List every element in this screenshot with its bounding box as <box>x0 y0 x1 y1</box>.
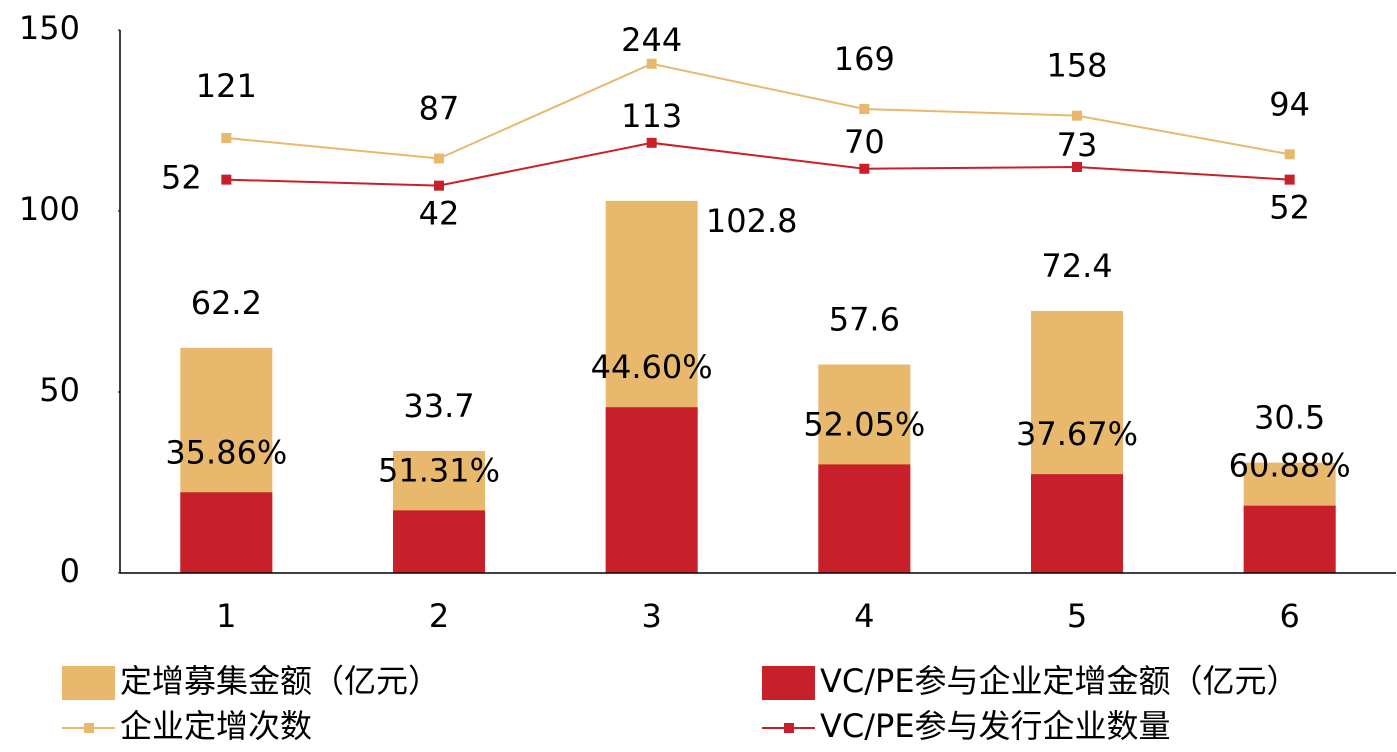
point <box>646 137 657 148</box>
legend-swatch <box>84 723 94 733</box>
value-label: 169 <box>834 40 895 78</box>
value-label: 87 <box>419 90 460 128</box>
value-label: 102.8 <box>706 202 798 240</box>
bar <box>1031 474 1123 573</box>
bar <box>180 492 273 573</box>
y-tick-label: 150 <box>19 9 80 47</box>
share-label: 60.88% <box>1229 447 1351 485</box>
point <box>1072 161 1082 172</box>
x-tick-label: 5 <box>1067 597 1087 635</box>
legend-label: VC/PE参与企业定增金额（亿元） <box>820 662 1299 700</box>
value-label: 62.2 <box>191 284 262 322</box>
value-label: 121 <box>196 67 257 105</box>
value-label: 33.7 <box>403 387 474 425</box>
value-label: 73 <box>1057 126 1098 164</box>
point <box>859 163 870 174</box>
value-label: 52 <box>161 159 202 197</box>
share-label: 44.60% <box>591 348 713 386</box>
share-label: 51.31% <box>378 451 500 489</box>
point <box>221 132 232 143</box>
point <box>434 153 444 164</box>
x-tick-label: 6 <box>1279 597 1299 635</box>
bar <box>818 464 911 573</box>
line <box>226 141 1290 187</box>
y-tick-label: 100 <box>19 190 80 228</box>
value-label: 30.5 <box>1254 399 1325 437</box>
y-tick-label: 0 <box>60 552 80 590</box>
value-label: 57.6 <box>829 300 900 338</box>
legend-label: VC/PE参与发行企业数量 <box>820 707 1171 745</box>
bar <box>1243 505 1336 573</box>
x-tick-label: 1 <box>216 597 236 635</box>
legend-swatch <box>62 666 115 700</box>
value-label: 113 <box>621 97 682 135</box>
point <box>1284 149 1295 160</box>
share-label: 37.67% <box>1016 415 1138 453</box>
value-label: 94 <box>1269 85 1310 123</box>
x-tick-label: 2 <box>429 597 449 635</box>
point <box>221 174 232 185</box>
point <box>434 180 444 191</box>
line <box>226 62 1290 160</box>
bar <box>605 407 698 573</box>
point <box>646 58 657 69</box>
x-tick-label: 4 <box>854 597 874 635</box>
legend-label: 企业定增次数 <box>120 707 312 745</box>
point <box>859 104 870 115</box>
value-label: 158 <box>1046 47 1107 85</box>
value-label: 244 <box>621 21 682 59</box>
point <box>1072 110 1082 121</box>
y-tick-label: 50 <box>39 371 80 409</box>
value-label: 72.4 <box>1041 247 1112 285</box>
legend-label: 定增募集金额（亿元） <box>120 662 440 700</box>
share-label: 52.05% <box>803 405 925 443</box>
legend-swatch <box>784 723 794 733</box>
value-label: 42 <box>419 195 460 233</box>
value-label: 52 <box>1269 189 1310 227</box>
share-label: 35.86% <box>165 433 287 471</box>
point <box>1284 174 1295 185</box>
x-tick-label: 3 <box>641 597 661 635</box>
value-label: 70 <box>844 123 885 161</box>
bar <box>393 510 485 573</box>
legend-swatch <box>762 666 815 700</box>
